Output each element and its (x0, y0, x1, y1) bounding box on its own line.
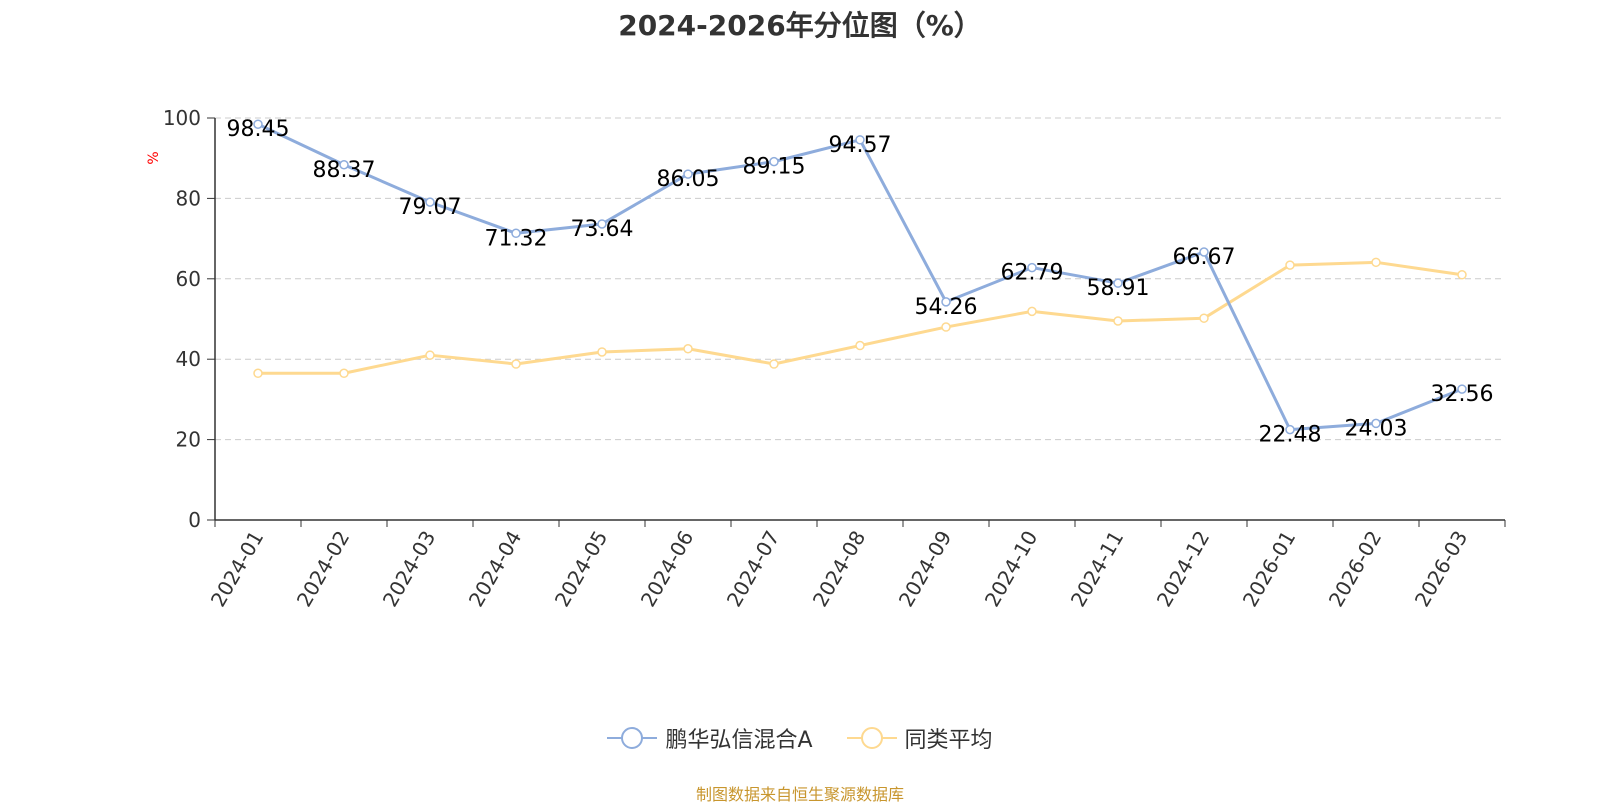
x-tick-label: 2024-04 (464, 527, 527, 611)
data-point (425, 197, 435, 207)
data-point (1199, 313, 1209, 323)
data-point (1457, 270, 1467, 280)
data-point (941, 322, 951, 332)
y-tick-label: 60 (176, 267, 201, 291)
data-point (1285, 260, 1295, 270)
x-tick-label: 2024-12 (1152, 527, 1215, 611)
data-label: 22.48 (1259, 423, 1322, 448)
data-label: 66.67 (1173, 245, 1236, 270)
y-tick-label: 80 (176, 186, 201, 210)
x-tick-label: 2024-07 (722, 527, 785, 611)
data-point (855, 135, 865, 145)
x-tick-label: 2024-10 (980, 527, 1043, 611)
data-label: 58.91 (1087, 276, 1150, 301)
data-point (597, 347, 607, 357)
line-chart: 0 20 40 60 80 100% 2024-01 2024-02 2024-03 2024-0… (146, 106, 1506, 611)
data-label: 62.79 (1001, 261, 1064, 286)
data-point (1113, 316, 1123, 326)
x-tick-label: 2024-06 (636, 527, 699, 611)
x-tick-label: 2024-05 (550, 527, 613, 611)
data-point (1113, 278, 1123, 288)
y-tick-label: 0 (188, 508, 201, 532)
data-point (253, 119, 263, 129)
data-point (1199, 247, 1209, 257)
data-label: 24.03 (1345, 416, 1408, 441)
data-label: 73.64 (571, 217, 634, 242)
x-tick-label: 2024-11 (1066, 527, 1129, 611)
x-tick-label: 2026-03 (1410, 527, 1473, 611)
data-point (683, 169, 693, 179)
data-point (855, 340, 865, 351)
legend: 鹏华弘信混合A 同类平均 (0, 722, 1600, 754)
data-point (941, 297, 951, 307)
y-tick-label: 20 (176, 428, 201, 452)
data-point (769, 156, 779, 167)
data-label: 88.37 (313, 158, 376, 183)
data-label: 98.45 (227, 117, 290, 142)
source-note: 制图数据来自恒生聚源数据库 (695, 785, 904, 804)
legend-label-series-b: 同类平均 (904, 728, 993, 753)
data-point (1027, 262, 1037, 273)
data-point (1371, 418, 1381, 429)
data-label: 86.05 (657, 167, 720, 192)
data-label: 89.15 (743, 155, 806, 180)
data-point (511, 359, 521, 369)
legend-item-series-a[interactable]: 鹏华弘信混合A (607, 722, 813, 754)
data-point (425, 350, 435, 360)
data-point (511, 228, 521, 239)
x-tick-label: 2024-09 (894, 527, 957, 611)
x-tick-label: 2024-02 (292, 527, 355, 611)
data-point (1371, 257, 1381, 268)
data-point (1285, 424, 1295, 435)
data-point (597, 219, 607, 229)
legend-item-series-b[interactable]: 同类平均 (846, 722, 993, 754)
data-label: 94.57 (829, 133, 892, 158)
data-point (339, 368, 349, 379)
data-label: 32.56 (1431, 382, 1494, 407)
legend-label-series-a: 鹏华弘信混合A (665, 728, 813, 753)
data-point (1027, 306, 1037, 317)
y-tick-label: 100 (163, 106, 201, 130)
y-axis-label: % (146, 151, 162, 164)
legend-line-circle-icon-b (846, 727, 897, 749)
y-tick-label: 40 (176, 347, 201, 371)
chart-title: 2024-2026年分位图（%） (618, 9, 982, 42)
data-point (683, 343, 693, 354)
x-tick-label: 2026-02 (1324, 527, 1387, 611)
data-point (1457, 384, 1467, 394)
x-tick-label: 2024-01 (206, 527, 269, 611)
series-line-a (257, 122, 1463, 432)
data-point (339, 160, 349, 170)
legend-line-circle-icon-a (607, 727, 658, 749)
data-label: 71.32 (485, 226, 548, 251)
data-point (769, 359, 779, 369)
data-point (253, 368, 263, 379)
x-tick-label: 2024-03 (378, 527, 441, 611)
data-label: 54.26 (915, 295, 978, 320)
x-tick-label: 2026-01 (1238, 527, 1301, 611)
data-label: 79.07 (399, 195, 462, 220)
x-tick-label: 2024-08 (808, 527, 871, 611)
